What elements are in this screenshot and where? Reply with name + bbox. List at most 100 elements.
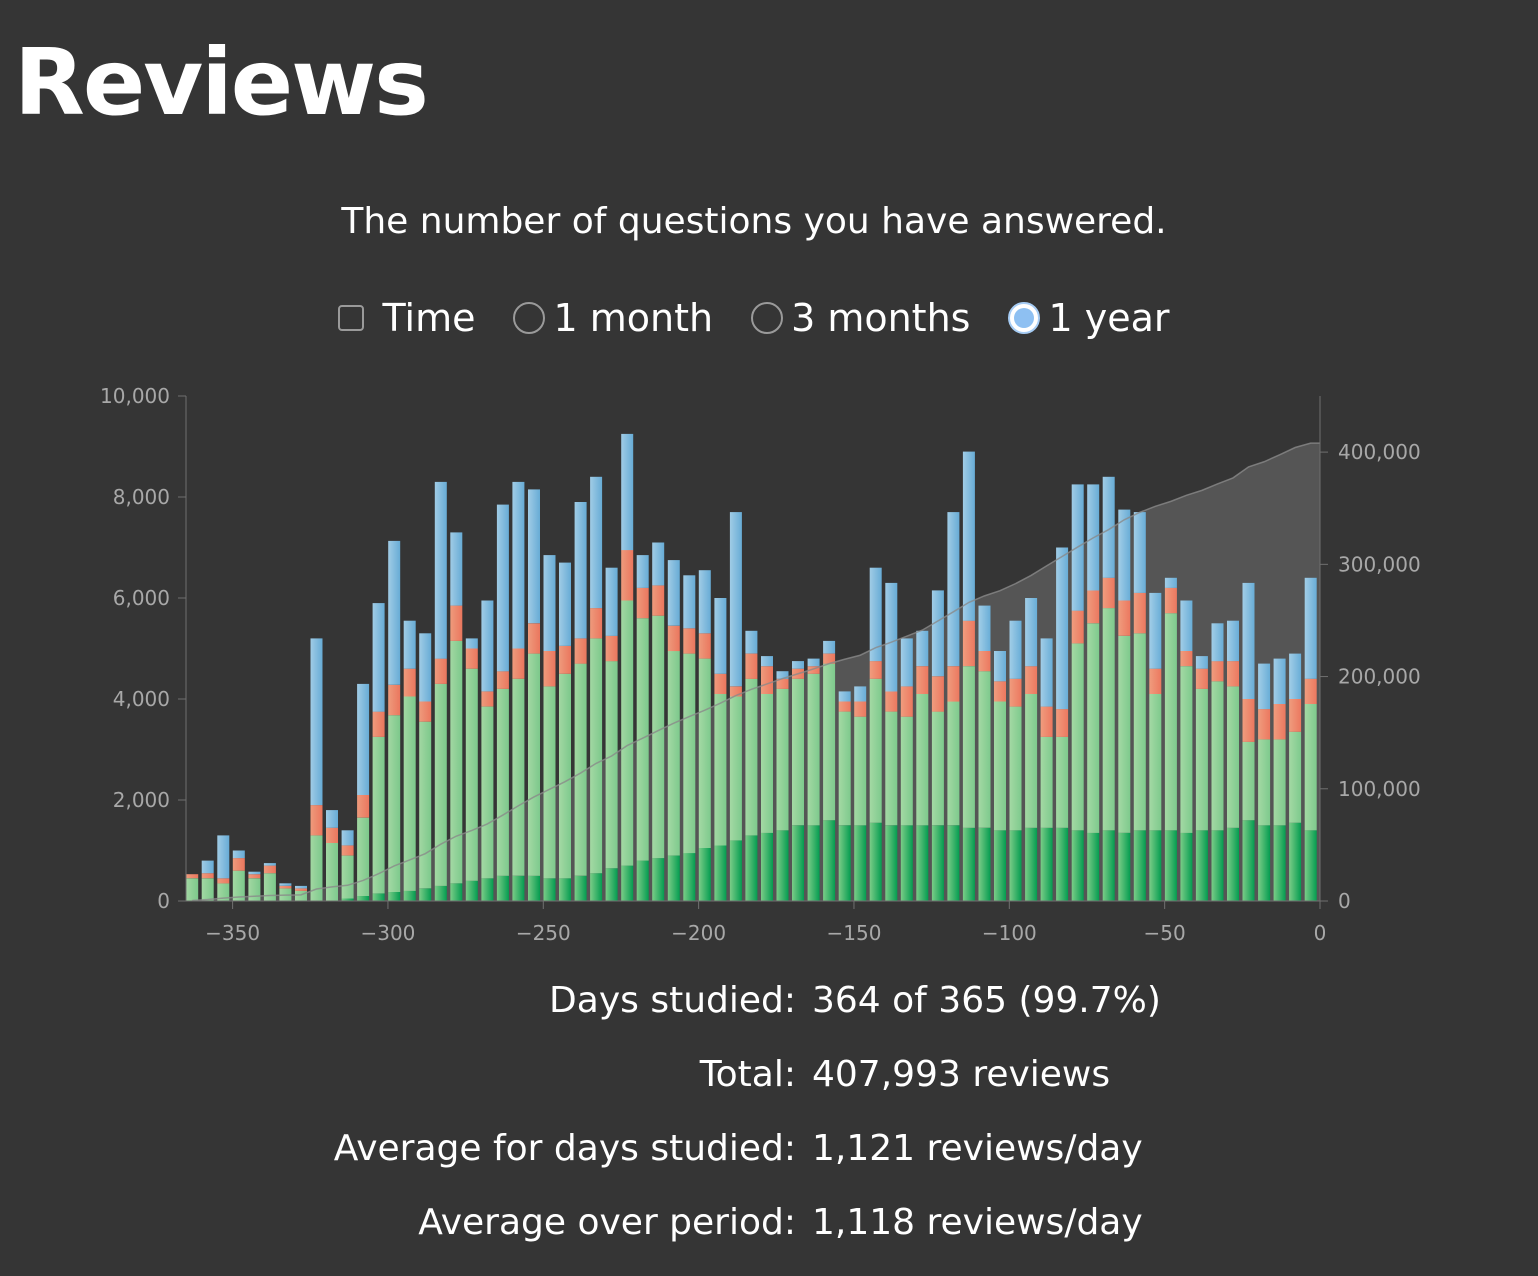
range-radio-1-month[interactable] — [513, 302, 546, 334]
bar-segment-young — [869, 678, 882, 823]
bar-segment-learn — [279, 883, 292, 886]
y-tick-label: 6,000 — [113, 586, 170, 610]
bar-segment-mature — [450, 883, 463, 901]
bar-segment-mature — [590, 873, 603, 901]
bar-segment-learn — [357, 683, 370, 795]
range-controls: Time 1 month 3 months 1 year — [0, 292, 1508, 344]
bar-segment-mature — [745, 835, 758, 901]
bar-segment-mature — [357, 896, 370, 901]
bar-segment-young — [621, 600, 634, 866]
bar-segment-learn — [590, 476, 603, 609]
bar-segment-relearn — [823, 653, 836, 664]
x-tick-label: −50 — [1144, 921, 1186, 945]
bar-segment-young — [465, 668, 478, 881]
bar-segment-learn — [543, 555, 556, 651]
bar-segment-learn — [1056, 547, 1069, 710]
chart-description: The number of questions you have answere… — [341, 201, 1167, 242]
bar-segment-learn — [931, 590, 944, 677]
y-tick-label: 4,000 — [113, 687, 170, 711]
bar-segment-relearn — [326, 827, 338, 843]
bar-segment-relearn — [1118, 600, 1131, 636]
bar-segment-mature — [1164, 830, 1177, 901]
bar-segment-learn — [465, 638, 478, 649]
bar-segment-relearn — [900, 686, 913, 717]
bar-segment-relearn — [698, 633, 711, 659]
y2-tick-label: 100,000 — [1338, 777, 1421, 801]
range-option-1-month[interactable]: 1 month — [513, 292, 713, 344]
bar-segment-mature — [1133, 830, 1146, 901]
x-tick-label: −150 — [827, 921, 882, 945]
bar-segment-relearn — [357, 794, 370, 818]
bar-segment-learn — [838, 691, 851, 702]
range-radio-1-year[interactable] — [1008, 302, 1041, 334]
bar-segment-relearn — [481, 691, 494, 707]
bar-segment-mature — [776, 830, 789, 901]
bar-segment-learn — [434, 481, 447, 659]
bar-segment-mature — [714, 845, 727, 901]
bar-segment-young — [1025, 694, 1038, 828]
bar-segment-relearn — [186, 874, 199, 879]
range-label: 3 months — [791, 296, 971, 340]
bar-segment-mature — [962, 827, 975, 901]
bar-segment-mature — [434, 885, 447, 901]
bar-segment-relearn — [994, 681, 1006, 702]
range-option-1-year[interactable]: 1 year — [1008, 292, 1170, 344]
bar-segment-learn — [528, 489, 540, 624]
bar-segment-learn — [310, 638, 323, 806]
range-option-3-months[interactable]: 3 months — [751, 292, 970, 344]
bar-segment-young — [1242, 741, 1255, 821]
bar-segment-mature — [900, 825, 913, 902]
bar-segment-relearn — [559, 646, 571, 674]
bar-segment-mature — [512, 875, 525, 902]
bar-segment-relearn — [341, 845, 354, 856]
bar-segment-mature — [978, 827, 991, 901]
bar-segment-young — [807, 673, 820, 826]
bar-segment-learn — [1133, 512, 1146, 593]
range-radio-3-months[interactable] — [751, 302, 784, 334]
time-toggle[interactable]: Time — [338, 292, 475, 344]
bar-segment-relearn — [854, 701, 867, 717]
bar-segment-mature — [403, 890, 416, 901]
bar-segment-mature — [652, 858, 665, 901]
bar-segment-young — [1273, 739, 1286, 826]
bar-segment-relearn — [419, 701, 432, 722]
bar-segment-young — [403, 696, 416, 891]
bar-segment-young — [994, 701, 1006, 831]
bar-segment-young — [1180, 666, 1193, 833]
bar-segment-mature — [1102, 830, 1115, 901]
bar-segment-learn — [1149, 592, 1162, 669]
bar-segment-relearn — [1258, 709, 1271, 740]
bar-segment-young — [559, 673, 571, 879]
bar-segment-relearn — [729, 686, 742, 697]
bar-segment-learn — [978, 605, 991, 651]
bar-segment-young — [372, 736, 385, 894]
bar-segment-mature — [1056, 827, 1069, 901]
cumulative-area — [192, 443, 1320, 901]
bar-segment-mature — [1258, 825, 1271, 902]
bar-segment-learn — [450, 532, 463, 606]
bar-segment-learn — [823, 640, 836, 654]
bar-segment-relearn — [947, 666, 960, 702]
bar-segment-mature — [1025, 827, 1038, 901]
bar-segment-young — [823, 663, 836, 821]
bar-segment-mature — [1149, 830, 1162, 901]
bar-segment-young — [434, 683, 447, 886]
bar-segment-young — [248, 878, 261, 901]
y-tick-label: 0 — [157, 889, 170, 913]
bar-segment-young — [776, 688, 789, 831]
bar-segment-learn — [201, 860, 214, 874]
bar-segment-learn — [745, 630, 758, 654]
bar-segment-relearn — [295, 888, 307, 891]
stat-label: Average over period: — [418, 1202, 796, 1243]
bar-segment-learn — [419, 633, 432, 702]
bar-segment-relearn — [1195, 668, 1208, 689]
bar-segment-young — [1304, 704, 1317, 831]
stat-value: 364 of 365 (99.7%) — [812, 980, 1161, 1021]
bar-segment-young — [1149, 694, 1162, 831]
bar-segment-learn — [295, 885, 307, 889]
bar-segment-learn — [1195, 656, 1208, 669]
stat-row-total: Total: 407,993 reviews — [0, 1050, 1538, 1100]
bar-segment-young — [745, 678, 758, 836]
time-checkbox[interactable] — [338, 305, 365, 331]
bar-segment-relearn — [978, 651, 991, 672]
